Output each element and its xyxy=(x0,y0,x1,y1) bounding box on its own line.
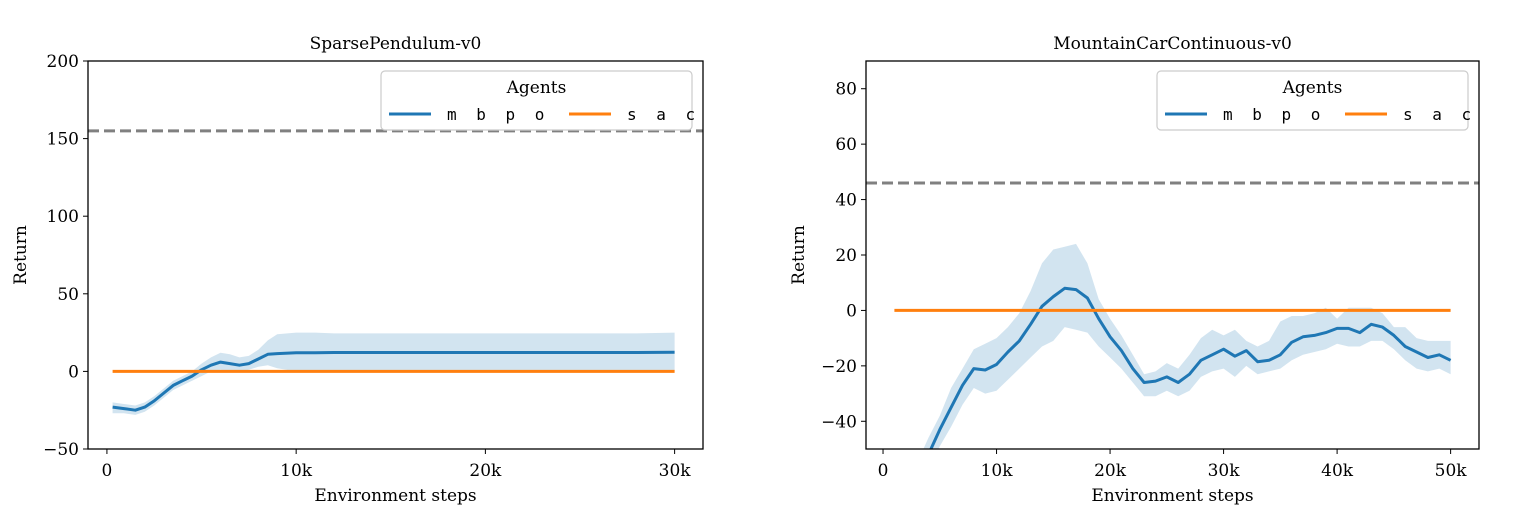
y-axis-label: Return xyxy=(789,225,809,285)
plot-area xyxy=(866,181,1479,449)
chart-panel-2: 0 10k 20k 30k 40k 50k −40 −20 0 20 40 60 80 MountainC… xyxy=(789,34,1480,506)
y-tick-label: 20 xyxy=(835,246,857,266)
legend: Agents m b p o s a c xyxy=(1156,70,1476,131)
legend-label-mbpo: m b p o xyxy=(1223,105,1325,124)
x-tick-label: 10k xyxy=(981,461,1014,481)
chart-title: MountainCarContinuous-v0 xyxy=(1053,34,1292,54)
chart-panel-1: 0 10k 20k 30k −50 0 50 100 150 200 SparsePendulum-… xyxy=(11,34,704,506)
x-tick-label: 20k xyxy=(1094,461,1127,481)
y-tick-label: 100 xyxy=(47,207,79,227)
plot-area xyxy=(88,129,703,415)
y-tick-label: 40 xyxy=(835,191,857,211)
y-tick-label: 200 xyxy=(47,52,79,72)
x-tick-label: 40k xyxy=(1321,461,1354,481)
series-line-mbpo xyxy=(929,286,1452,449)
y-tick-label: 0 xyxy=(68,362,79,382)
y-tick-label: −40 xyxy=(821,412,857,432)
legend-title: Agents xyxy=(506,78,567,98)
legend-box xyxy=(1156,70,1469,131)
y-tick-label: −50 xyxy=(43,440,79,460)
x-tick-label: 50k xyxy=(1435,461,1468,481)
legend-title: Agents xyxy=(1282,78,1343,98)
x-axis-label: Environment steps xyxy=(1091,486,1253,506)
x-tick-label: 0 xyxy=(878,461,889,481)
x-tick-label: 20k xyxy=(469,461,502,481)
series-line-mbpo xyxy=(112,350,675,412)
x-tick-label: 0 xyxy=(102,461,113,481)
legend: Agents m b p o s a c xyxy=(380,70,700,131)
y-tick-label: 0 xyxy=(846,301,857,321)
y-tick-label: 60 xyxy=(835,135,857,155)
legend-label-mbpo: m b p o xyxy=(447,105,549,124)
axes-frame xyxy=(87,60,704,450)
legend-box xyxy=(380,70,693,131)
x-tick-label: 30k xyxy=(659,461,692,481)
series-band-mbpo xyxy=(923,243,1451,449)
chart-title: SparsePendulum-v0 xyxy=(310,34,482,54)
legend-label-sac: s a c xyxy=(627,105,700,124)
y-tick-label: 150 xyxy=(47,130,79,150)
y-tick-label: 80 xyxy=(835,80,857,100)
y-tick-label: 50 xyxy=(57,285,79,305)
x-tick-label: 10k xyxy=(280,461,313,481)
x-axis-label: Environment steps xyxy=(314,486,476,506)
y-tick-label: −20 xyxy=(821,357,857,377)
x-tick-label: 30k xyxy=(1208,461,1241,481)
legend-label-sac: s a c xyxy=(1403,105,1476,124)
y-axis-label: Return xyxy=(11,225,31,285)
